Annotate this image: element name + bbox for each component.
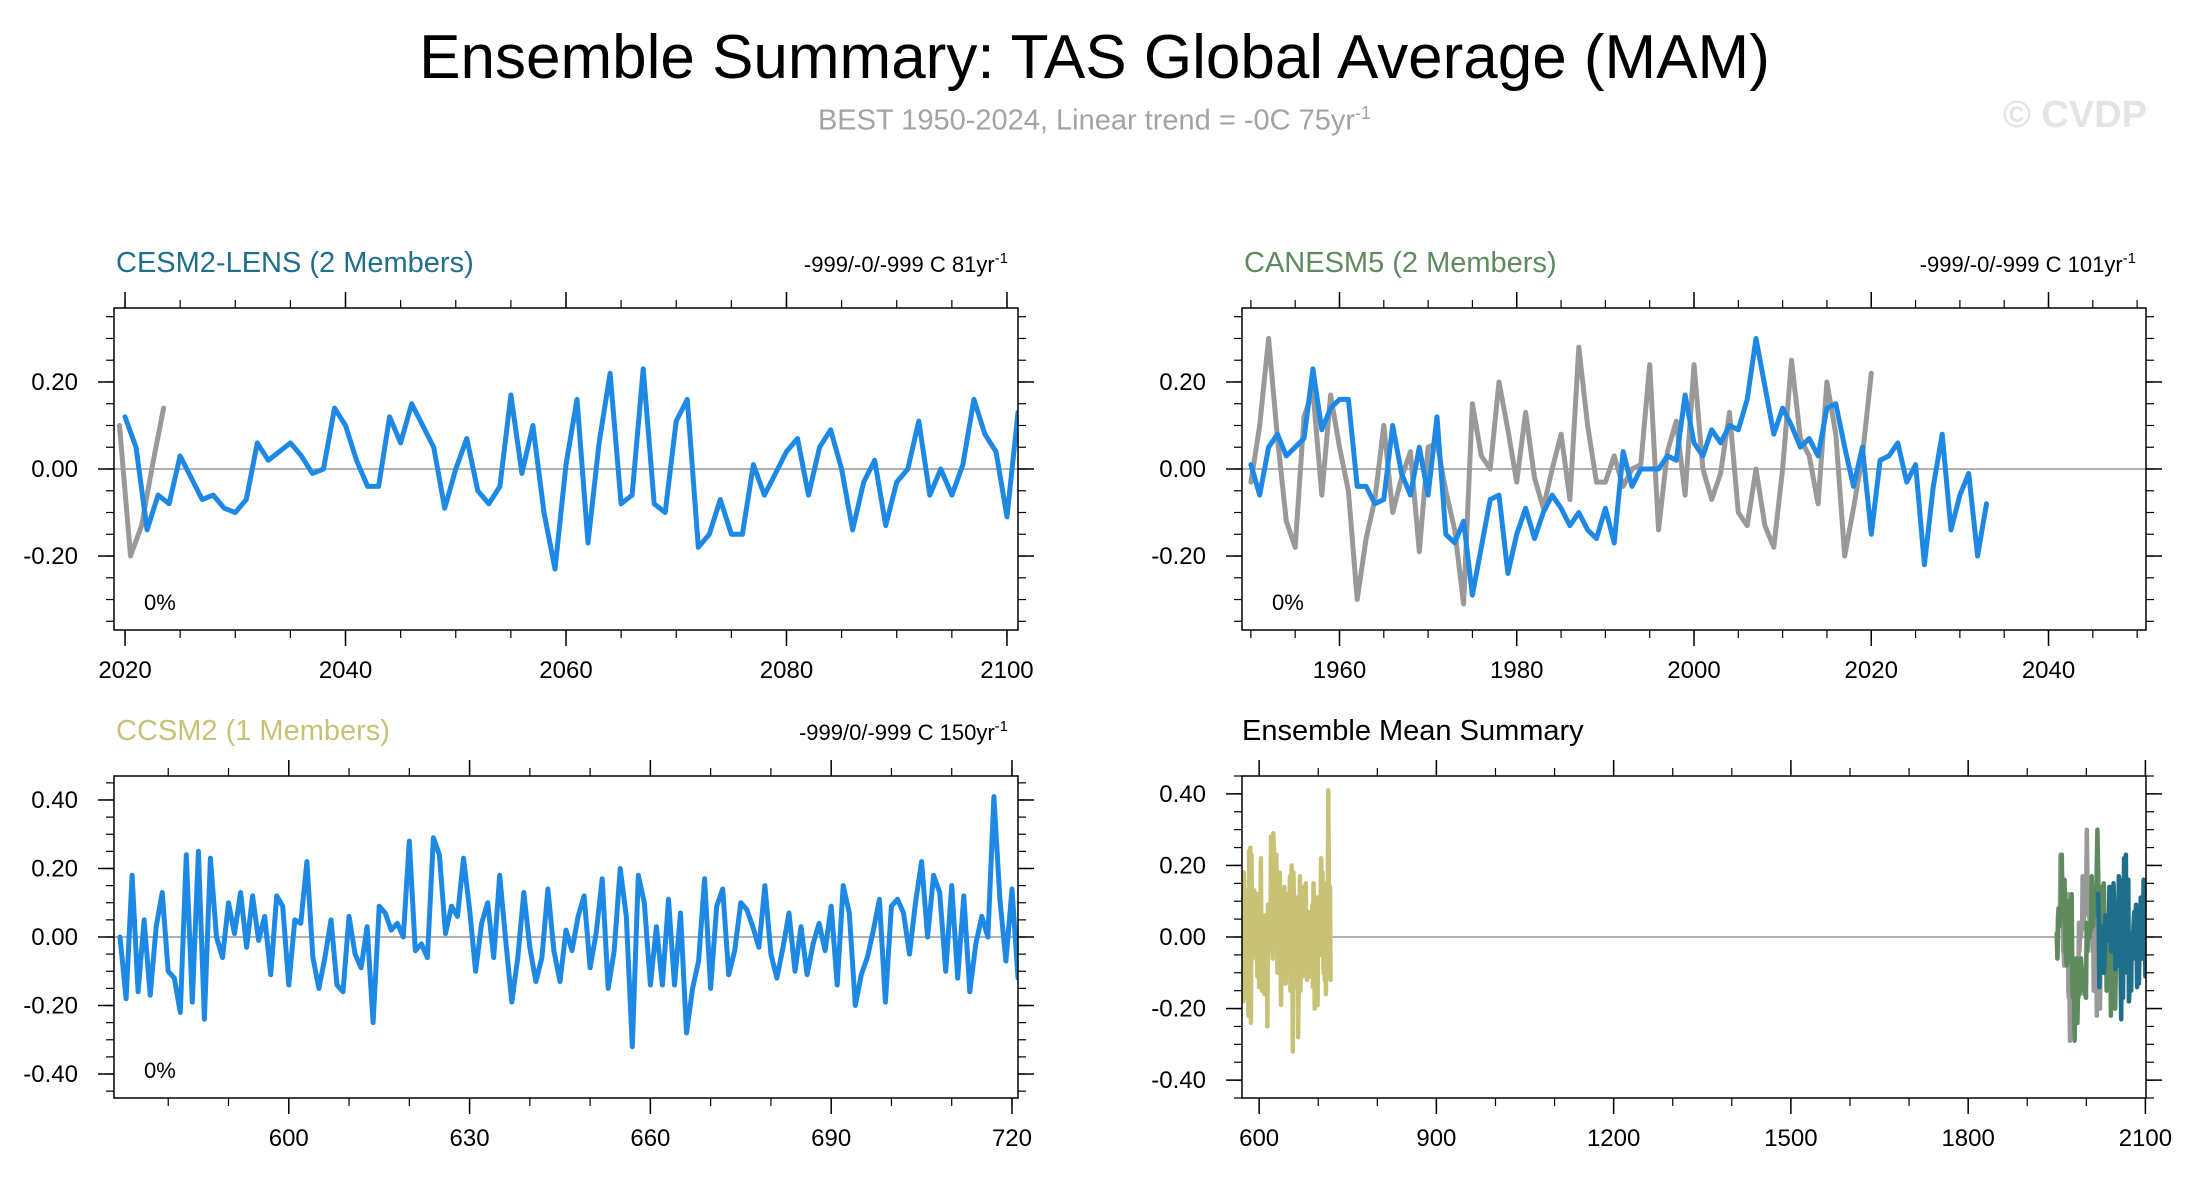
cvdp-watermark: © CVDP [2002, 94, 2147, 136]
series-line-1 [117, 405, 167, 559]
y-tick-label: 0.20 [1159, 369, 1206, 396]
panel-title: Ensemble Mean Summary [1242, 715, 1584, 747]
y-tick-label: 0.20 [31, 369, 78, 396]
trend-label-sup: -1 [995, 718, 1008, 735]
trend-label: -999/0/-999 C 150yr-1 [799, 718, 1008, 745]
x-tick-label: 2100 [980, 657, 1033, 684]
y-tick-label: 0.00 [31, 456, 78, 483]
x-tick-label: 2000 [1667, 657, 1720, 684]
subtitle-text: BEST 1950-2024, Linear trend = -0C 75yr [817, 104, 1356, 137]
x-tick-label: 660 [630, 1125, 670, 1152]
page-subtitle: BEST 1950-2024, Linear trend = -0C 75yr-… [0, 103, 2189, 138]
x-tick-label: 600 [269, 1125, 309, 1152]
x-tick-label: 720 [992, 1125, 1032, 1152]
chart-panel-3: 600 630 660 690 720 -0.40 -0.20 0.00 0.20 0.40 CCS… [23, 715, 1034, 1152]
series-line-4 [2095, 852, 2146, 1022]
y-tick-label: -0.40 [1151, 1067, 1206, 1094]
trend-label-sup: -1 [2123, 250, 2136, 267]
panel-title: CESM2-LENS (2 Members) [116, 247, 474, 279]
series-group [117, 794, 1018, 1050]
y-tick-label: 0.00 [31, 924, 78, 951]
trend-label-text: -999/0/-999 C 150yr [799, 720, 995, 745]
trend-label-sup: -1 [995, 250, 1008, 267]
x-tick-label: 2020 [1845, 657, 1898, 684]
chart-panel-1: 2020 2040 2060 2080 2100 -0.20 0.00 0.20 CESM2-L… [23, 247, 1034, 684]
y-tick-label: -0.20 [1151, 543, 1206, 570]
y-tick-label: 0.00 [1159, 924, 1206, 951]
x-tick-label: 2040 [319, 657, 372, 684]
percent-label: 0% [1272, 590, 1304, 615]
trend-label-text: -999/-0/-999 C 81yr [804, 252, 995, 277]
series-line-1 [117, 794, 1018, 1050]
chart-panel-2: 1960 1980 2000 2020 2040 -0.20 0.00 0.20 CANESM5… [1151, 247, 2162, 684]
y-tick-label: -0.20 [23, 993, 78, 1020]
x-tick-label: 1500 [1764, 1125, 1817, 1152]
percent-label: 0% [144, 1058, 176, 1083]
x-tick-label: 2020 [98, 657, 151, 684]
y-tick-label: -0.20 [23, 543, 78, 570]
x-tick-label: 600 [1239, 1125, 1279, 1152]
trend-label: -999/-0/-999 C 101yr-1 [1920, 250, 2136, 277]
series-line-2 [122, 366, 1018, 572]
series-line-1 [1242, 788, 1333, 1054]
y-tick-label: 0.40 [31, 787, 78, 814]
y-tick-label: -0.20 [1151, 996, 1206, 1023]
series-group [1248, 336, 1989, 607]
series-line-1 [1248, 336, 1874, 607]
y-tick-label: -0.40 [23, 1061, 78, 1088]
percent-label: 0% [144, 590, 176, 615]
trend-label-text: -999/-0/-999 C 101yr [1920, 252, 2123, 277]
x-tick-label: 630 [450, 1125, 490, 1152]
x-tick-label: 2060 [539, 657, 592, 684]
y-tick-label: 0.20 [1159, 852, 1206, 879]
trend-label: -999/-0/-999 C 81yr-1 [804, 250, 1008, 277]
x-tick-label: 690 [811, 1125, 851, 1152]
y-tick-label: 0.00 [1159, 456, 1206, 483]
x-tick-label: 1200 [1587, 1125, 1640, 1152]
x-tick-label: 900 [1416, 1125, 1456, 1152]
panel-title: CANESM5 (2 Members) [1244, 247, 1557, 279]
panel-title: CCSM2 (1 Members) [116, 715, 390, 747]
series-line-2 [1248, 336, 1989, 598]
page-title: Ensemble Summary: TAS Global Average (MA… [419, 23, 1770, 92]
subtitle-superscript: -1 [1355, 103, 1372, 123]
chart-panel-4: 600 900 1200 1500 1800 2100 -0.40 -0.20 0.00 0.20… [1151, 715, 2172, 1152]
x-tick-label: 2040 [2022, 657, 2075, 684]
x-tick-label: 1960 [1313, 657, 1366, 684]
x-tick-label: 1980 [1490, 657, 1543, 684]
x-tick-label: 2100 [2119, 1125, 2172, 1152]
y-tick-label: 0.20 [31, 855, 78, 882]
x-tick-label: 2080 [760, 657, 813, 684]
series-group [1242, 788, 2146, 1054]
x-tick-label: 1800 [1941, 1125, 1994, 1152]
series-group [117, 366, 1018, 572]
y-tick-label: 0.40 [1159, 781, 1206, 808]
